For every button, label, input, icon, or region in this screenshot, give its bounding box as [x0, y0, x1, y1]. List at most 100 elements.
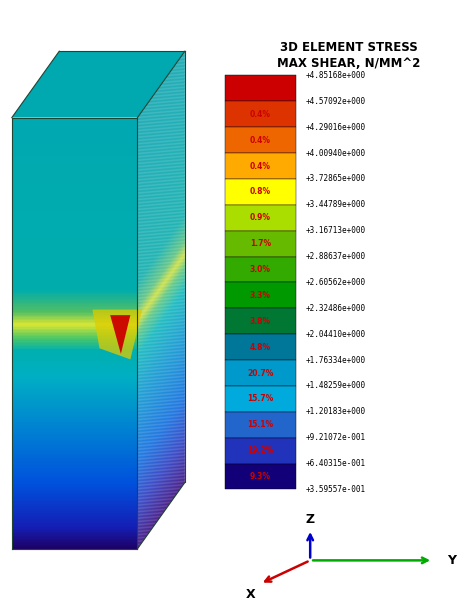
- Polygon shape: [137, 152, 185, 219]
- Polygon shape: [12, 504, 137, 505]
- Polygon shape: [12, 481, 137, 483]
- Polygon shape: [137, 431, 185, 498]
- Polygon shape: [12, 453, 137, 454]
- Polygon shape: [137, 304, 185, 372]
- Polygon shape: [12, 423, 137, 424]
- Bar: [225, 102, 296, 127]
- Polygon shape: [12, 326, 137, 328]
- Polygon shape: [12, 498, 137, 500]
- Polygon shape: [12, 402, 137, 404]
- Polygon shape: [12, 404, 137, 405]
- Polygon shape: [137, 453, 185, 520]
- Polygon shape: [137, 413, 185, 481]
- Polygon shape: [12, 335, 137, 336]
- Polygon shape: [137, 360, 185, 428]
- Polygon shape: [137, 146, 185, 214]
- Polygon shape: [137, 175, 185, 243]
- Polygon shape: [12, 291, 137, 293]
- Polygon shape: [137, 271, 185, 339]
- Polygon shape: [12, 210, 137, 211]
- Polygon shape: [12, 239, 137, 240]
- Polygon shape: [137, 76, 185, 144]
- Polygon shape: [12, 119, 137, 120]
- Polygon shape: [137, 107, 185, 175]
- Polygon shape: [12, 529, 137, 530]
- Polygon shape: [137, 270, 185, 338]
- Polygon shape: [12, 448, 137, 450]
- Polygon shape: [137, 154, 185, 222]
- Bar: [225, 231, 296, 257]
- Polygon shape: [12, 201, 137, 203]
- Polygon shape: [12, 421, 137, 423]
- Polygon shape: [12, 182, 137, 184]
- Polygon shape: [12, 401, 137, 402]
- Text: +1.48259e+000: +1.48259e+000: [306, 382, 366, 391]
- Text: 1.7%: 1.7%: [250, 239, 271, 248]
- Polygon shape: [12, 279, 137, 280]
- Polygon shape: [12, 406, 137, 408]
- Polygon shape: [12, 339, 137, 340]
- Polygon shape: [137, 391, 185, 459]
- Polygon shape: [12, 536, 137, 537]
- Polygon shape: [12, 174, 137, 175]
- Polygon shape: [137, 284, 185, 352]
- Polygon shape: [137, 136, 185, 204]
- Polygon shape: [137, 121, 185, 189]
- Polygon shape: [137, 472, 185, 540]
- Polygon shape: [137, 442, 185, 510]
- Polygon shape: [12, 269, 137, 270]
- Polygon shape: [137, 227, 185, 294]
- Bar: [225, 463, 296, 489]
- Polygon shape: [12, 129, 137, 130]
- Polygon shape: [12, 493, 137, 494]
- Polygon shape: [137, 97, 185, 165]
- Polygon shape: [137, 399, 185, 467]
- Polygon shape: [137, 53, 185, 120]
- Polygon shape: [12, 266, 137, 267]
- Polygon shape: [12, 365, 137, 366]
- Polygon shape: [12, 208, 137, 210]
- Polygon shape: [137, 377, 185, 445]
- Polygon shape: [12, 362, 137, 364]
- Polygon shape: [12, 542, 137, 543]
- Polygon shape: [12, 127, 137, 129]
- Polygon shape: [12, 245, 137, 247]
- Polygon shape: [12, 355, 137, 356]
- Polygon shape: [12, 214, 137, 215]
- Polygon shape: [137, 138, 185, 206]
- Polygon shape: [12, 347, 137, 349]
- Polygon shape: [137, 186, 185, 254]
- Text: 19.2%: 19.2%: [247, 446, 273, 455]
- Polygon shape: [137, 237, 185, 305]
- Polygon shape: [12, 207, 137, 208]
- Polygon shape: [12, 520, 137, 522]
- Polygon shape: [12, 408, 137, 409]
- Polygon shape: [137, 219, 185, 287]
- Polygon shape: [12, 392, 137, 394]
- Polygon shape: [137, 194, 185, 261]
- Polygon shape: [12, 159, 137, 160]
- Polygon shape: [12, 323, 137, 325]
- Polygon shape: [137, 80, 185, 148]
- Polygon shape: [12, 234, 137, 236]
- Polygon shape: [137, 116, 185, 184]
- Polygon shape: [137, 480, 185, 548]
- Polygon shape: [137, 285, 185, 353]
- Polygon shape: [12, 413, 137, 415]
- Polygon shape: [137, 314, 185, 382]
- Polygon shape: [12, 389, 137, 391]
- Polygon shape: [137, 213, 185, 281]
- Polygon shape: [137, 296, 185, 364]
- Polygon shape: [137, 103, 185, 171]
- Polygon shape: [137, 422, 185, 490]
- Text: 9.3%: 9.3%: [250, 472, 271, 481]
- Polygon shape: [12, 548, 137, 549]
- Polygon shape: [137, 385, 185, 453]
- Polygon shape: [12, 244, 137, 245]
- Polygon shape: [12, 145, 137, 146]
- Polygon shape: [12, 274, 137, 276]
- Polygon shape: [12, 251, 137, 252]
- Polygon shape: [12, 369, 137, 371]
- Polygon shape: [12, 416, 137, 418]
- Polygon shape: [137, 55, 185, 123]
